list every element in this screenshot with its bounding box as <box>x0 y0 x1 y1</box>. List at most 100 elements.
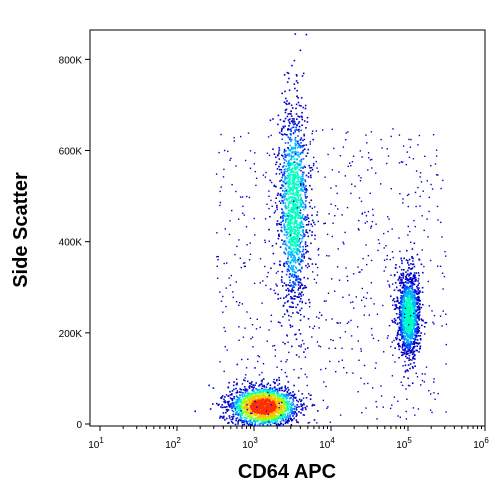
event-point <box>287 193 290 196</box>
event-point <box>371 158 373 161</box>
event-point <box>411 287 413 290</box>
event-point <box>375 400 377 403</box>
event-point <box>399 290 401 292</box>
event-point <box>267 400 270 402</box>
event-point <box>309 229 311 232</box>
event-point <box>261 397 263 399</box>
event-point <box>287 290 290 292</box>
event-point <box>240 410 242 412</box>
event-point <box>400 381 402 383</box>
event-point <box>282 416 284 419</box>
event-point <box>310 394 312 396</box>
event-point <box>413 316 416 318</box>
event-point <box>272 252 275 255</box>
event-point <box>241 424 244 426</box>
event-point <box>299 246 301 248</box>
event-point <box>404 310 406 312</box>
event-point <box>287 226 289 229</box>
event-point <box>287 265 290 267</box>
event-point <box>390 295 392 297</box>
event-point <box>235 301 238 303</box>
event-point <box>278 403 281 405</box>
event-point <box>420 318 423 320</box>
event-point <box>235 281 237 283</box>
event-point <box>412 347 414 350</box>
event-point <box>405 300 407 302</box>
event-point <box>301 404 304 406</box>
event-point <box>316 211 319 213</box>
event-point <box>414 292 416 294</box>
event-point <box>259 399 262 401</box>
event-point <box>288 222 291 224</box>
event-point <box>232 422 234 424</box>
event-point <box>287 72 290 75</box>
event-point <box>291 182 294 185</box>
event-point <box>276 397 278 400</box>
event-point <box>223 326 225 329</box>
event-point <box>288 89 291 92</box>
event-point <box>239 396 241 399</box>
event-point <box>415 290 418 293</box>
event-point <box>265 398 268 401</box>
event-point <box>267 414 270 417</box>
event-point <box>306 384 308 387</box>
event-point <box>289 144 291 147</box>
event-point <box>290 155 293 158</box>
event-point <box>279 264 281 266</box>
event-point <box>212 387 215 389</box>
event-point <box>300 400 302 403</box>
event-point <box>328 347 330 350</box>
event-point <box>290 192 292 195</box>
event-point <box>300 161 303 164</box>
event-point <box>398 277 400 279</box>
event-point <box>359 150 361 152</box>
event-point <box>276 223 278 225</box>
event-point <box>402 286 404 288</box>
event-point <box>260 391 263 393</box>
event-point <box>263 400 266 403</box>
event-point <box>422 190 424 192</box>
event-point <box>411 283 414 285</box>
event-point <box>249 419 251 422</box>
event-point <box>371 167 373 169</box>
event-point <box>285 247 287 250</box>
event-point <box>292 123 295 126</box>
event-point <box>294 152 296 154</box>
event-point <box>263 394 266 396</box>
event-point <box>293 194 295 196</box>
event-point <box>338 171 340 173</box>
event-point <box>303 188 306 191</box>
event-point <box>282 415 285 417</box>
event-point <box>276 388 279 391</box>
event-point <box>331 169 334 171</box>
event-point <box>290 423 293 426</box>
event-point <box>290 154 292 157</box>
event-point <box>272 400 274 402</box>
event-point <box>306 347 309 349</box>
event-point <box>296 296 298 298</box>
event-point <box>281 408 283 411</box>
event-point <box>293 171 295 173</box>
event-point <box>286 294 288 297</box>
event-point <box>305 252 307 254</box>
event-point <box>422 303 424 306</box>
event-point <box>282 126 285 129</box>
event-point <box>336 266 339 268</box>
event-point <box>307 277 309 280</box>
event-point <box>269 388 271 391</box>
event-point <box>299 285 302 287</box>
event-point <box>270 401 273 403</box>
event-point <box>278 173 281 175</box>
event-point <box>411 277 414 280</box>
event-point <box>289 136 292 139</box>
event-point <box>414 328 417 331</box>
event-point <box>401 354 403 357</box>
event-point <box>405 295 407 297</box>
event-point <box>293 231 296 234</box>
event-point <box>265 402 268 405</box>
event-point <box>273 262 276 265</box>
event-point <box>232 404 235 407</box>
event-point <box>293 185 295 188</box>
event-point <box>276 390 279 392</box>
event-point <box>399 281 401 283</box>
